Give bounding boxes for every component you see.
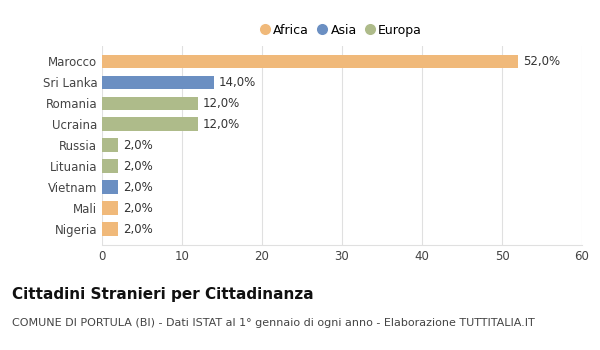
Text: COMUNE DI PORTULA (BI) - Dati ISTAT al 1° gennaio di ogni anno - Elaborazione TU: COMUNE DI PORTULA (BI) - Dati ISTAT al 1…: [12, 318, 535, 329]
Legend: Africa, Asia, Europa: Africa, Asia, Europa: [259, 20, 425, 40]
Text: 2,0%: 2,0%: [123, 181, 152, 194]
Bar: [102, 76, 214, 89]
Bar: [102, 222, 118, 236]
Bar: [102, 118, 198, 131]
Bar: [102, 139, 118, 152]
Bar: [102, 180, 118, 194]
Bar: [102, 159, 118, 173]
Text: 2,0%: 2,0%: [123, 139, 152, 152]
Text: 2,0%: 2,0%: [123, 160, 152, 173]
Bar: [102, 97, 198, 110]
Text: 14,0%: 14,0%: [219, 76, 256, 89]
Text: 2,0%: 2,0%: [123, 223, 152, 236]
Text: 52,0%: 52,0%: [523, 55, 560, 68]
Bar: [102, 55, 518, 68]
Text: 12,0%: 12,0%: [203, 97, 240, 110]
Bar: [102, 201, 118, 215]
Text: Cittadini Stranieri per Cittadinanza: Cittadini Stranieri per Cittadinanza: [12, 287, 314, 302]
Text: 12,0%: 12,0%: [203, 118, 240, 131]
Text: 2,0%: 2,0%: [123, 202, 152, 215]
